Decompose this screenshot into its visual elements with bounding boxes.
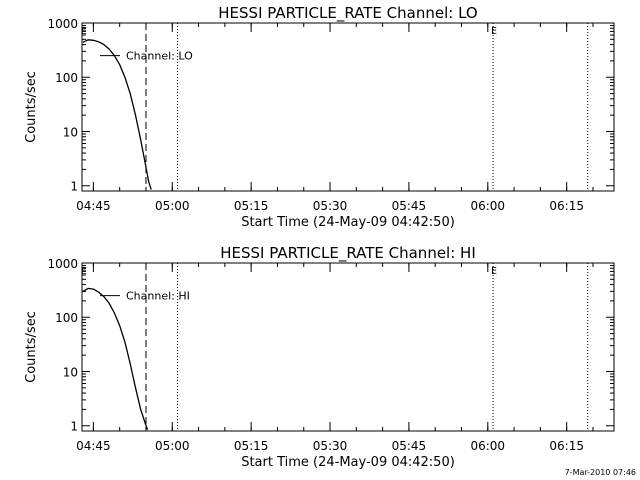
x-tick-label: 06:00 [470,199,505,213]
series-line [82,39,152,190]
legend-label: Channel: LO [126,50,193,63]
plot-timestamp: 7-Mar-2010 07:46 [565,468,636,477]
edge-marker-label: E [491,266,497,277]
x-tick-label: 04:45 [76,199,111,213]
plot-frame [81,262,615,432]
y-tick-label: 1000 [47,257,78,271]
y-axis-label: Counts/sec [24,71,39,143]
y-tick-label: 100 [55,71,78,85]
edge-marker-label: E [81,266,87,277]
y-axis-label: Counts/sec [24,311,39,383]
y-tick-label: 1 [70,420,78,434]
y-tick-label: 1000 [47,17,78,31]
edge-marker-label: E [81,26,87,37]
x-tick-label: 04:45 [76,439,111,453]
x-tick-label: 06:15 [549,199,584,213]
series-line [82,287,149,430]
chart-title: HESSI PARTICLE_RATE Channel: HI [220,244,476,263]
x-tick-label: 05:15 [234,199,269,213]
y-tick-label: 10 [63,125,78,139]
x-tick-label: 06:15 [549,439,584,453]
chart-title: HESSI PARTICLE_RATE Channel: LO [218,4,477,23]
y-tick-label: 100 [55,311,78,325]
plot-frame [81,22,615,192]
x-tick-label: 05:00 [155,439,190,453]
y-tick-label: 10 [63,365,78,379]
x-tick-label: 05:45 [392,199,427,213]
legend-label: Channel: HI [126,290,190,303]
x-tick-label: 05:30 [313,199,348,213]
x-axis-label: Start Time (24-May-09 04:42:50) [241,455,455,470]
x-tick-label: 05:00 [155,199,190,213]
edge-marker-label: E [491,26,497,37]
x-tick-label: 05:15 [234,439,269,453]
x-tick-label: 06:00 [470,439,505,453]
lo-channel-panel: HESSI PARTICLE_RATE Channel: LO 1 10 100 100… [24,4,615,230]
x-axis-label: Start Time (24-May-09 04:42:50) [241,215,455,230]
x-tick-label: 05:30 [313,439,348,453]
y-tick-label: 1 [70,180,78,194]
hi-channel-panel: HESSI PARTICLE_RATE Channel: HI 1 10 100 100… [24,244,615,470]
x-tick-label: 05:45 [392,439,427,453]
